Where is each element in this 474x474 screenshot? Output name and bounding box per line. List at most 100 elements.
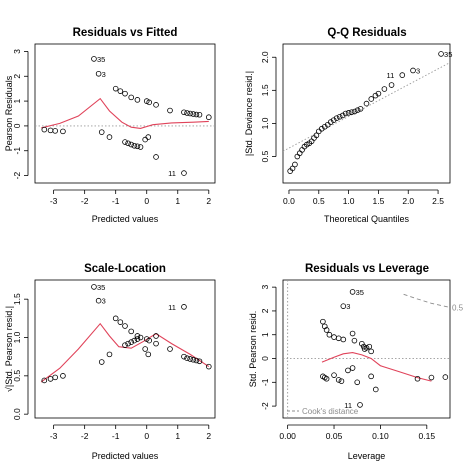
residuals-vs-fitted-point (134, 143, 141, 150)
residuals-vs-fitted-point (122, 90, 128, 97)
residuals-vs-fitted-point (153, 154, 159, 160)
residuals-vs-fitted-point (190, 111, 197, 117)
qq-residuals-x-tick-label: 0.5 (313, 196, 325, 206)
residuals-vs-leverage-point (349, 330, 356, 337)
qq-residuals-frame (282, 43, 451, 184)
scale-location-y-tick-label: 1.0 (12, 331, 22, 343)
residuals-vs-leverage-title: Residuals vs Leverage (305, 263, 429, 275)
residuals-vs-leverage-point (368, 348, 374, 355)
scale-location-point (187, 356, 193, 362)
scale-location-point (41, 377, 48, 384)
residuals-vs-leverage-x-tick-label: 0.05 (326, 431, 343, 441)
qq-residuals-panel: Q-Q Residuals Theoretical Quantiles |Std. … (244, 27, 452, 224)
residuals-vs-fitted-point (196, 111, 203, 118)
qq-residuals-x-tick-label: 1.0 (343, 196, 355, 206)
residuals-vs-fitted-x-tick-label: -3 (50, 196, 58, 206)
residuals-vs-fitted-point (122, 139, 128, 145)
scale-location-point (98, 359, 105, 365)
residuals-vs-leverage-point (372, 386, 379, 393)
residuals-vs-fitted-point (98, 129, 105, 135)
residuals-vs-fitted-point-label: 35 (97, 55, 105, 64)
residuals-vs-fitted-y-tick-label: 1 (12, 98, 22, 103)
scale-location-point-label: 3 (102, 297, 106, 306)
residuals-vs-leverage-cook-contour-label: 0.5 (452, 303, 464, 312)
scale-location-x-tick-label: 1 (175, 431, 180, 441)
residuals-vs-leverage-point (323, 327, 330, 333)
qq-residuals-reference-line (283, 62, 450, 152)
scale-location-point-label: 35 (97, 283, 105, 292)
scale-location-point (205, 363, 212, 370)
qq-residuals-title: Q-Q Residuals (327, 27, 406, 39)
residuals-vs-fitted-point (91, 56, 97, 62)
residuals-vs-leverage-point (323, 375, 330, 382)
residuals-vs-leverage-point (331, 372, 337, 378)
residuals-vs-leverage-point (366, 343, 373, 350)
residuals-vs-leverage-frame (282, 279, 451, 419)
residuals-vs-leverage-point (357, 402, 363, 408)
residuals-vs-leverage-point (368, 373, 374, 380)
scale-location-point (52, 374, 58, 381)
residuals-vs-leverage-point (338, 378, 345, 384)
qq-residuals-point-label: 3 (416, 66, 420, 75)
scale-location-frame (34, 279, 216, 419)
residuals-vs-fitted-y-tick-label: -2 (12, 172, 22, 180)
qq-residuals-point (292, 161, 298, 168)
residuals-vs-fitted-point (47, 127, 54, 134)
residuals-vs-fitted-y-axis-label: Pearson Residuals (4, 75, 14, 151)
qq-residuals-point (299, 147, 305, 153)
scale-location-point (145, 351, 152, 358)
residuals-vs-leverage-point-label: 35 (356, 288, 364, 297)
residuals-vs-leverage-y-tick-label: 1 (260, 332, 270, 337)
residuals-vs-leverage-x-tick-label: 0.10 (372, 431, 389, 441)
qq-residuals-point (363, 100, 370, 107)
scale-location-point (106, 351, 113, 358)
scale-location-y-tick-label: 0.5 (12, 370, 22, 382)
residuals-vs-leverage-point (331, 334, 337, 340)
scale-location-point (128, 328, 135, 335)
qq-residuals-point (333, 115, 340, 121)
residuals-vs-fitted-title: Residuals vs Fitted (73, 27, 178, 39)
residuals-vs-fitted-smooth-line (41, 97, 209, 129)
scale-location-x-tick-label: 2 (206, 431, 211, 441)
scale-location-point (122, 323, 128, 329)
scale-location-y-tick-label: 0.0 (12, 408, 22, 420)
residuals-vs-fitted-point (205, 114, 212, 121)
scale-location-point (47, 376, 54, 382)
residuals-vs-leverage-point (345, 367, 351, 374)
qq-residuals-y-tick-label: 2.0 (260, 51, 270, 63)
residuals-vs-leverage-point-label: 11 (344, 401, 352, 410)
qq-residuals-y-tick-label: 0.5 (260, 150, 270, 162)
residuals-vs-fitted-point (193, 111, 200, 118)
qq-residuals-y-axis-label: |Std. Deviance resid.| (244, 71, 254, 156)
qq-residuals-point (438, 51, 444, 57)
qq-residuals-point (381, 86, 388, 92)
qq-residuals-y-tick-label: 1.5 (260, 84, 270, 96)
residuals-vs-fitted-plot-area (35, 56, 215, 176)
scale-location-point (142, 346, 148, 352)
scale-location-x-tick-label: -3 (50, 431, 58, 441)
residuals-vs-fitted-point (117, 88, 124, 94)
residuals-vs-leverage-cook-legend-label: Cook's distance (302, 407, 359, 416)
qq-residuals-x-tick-label: 2.0 (402, 196, 414, 206)
residuals-vs-leverage-point (354, 379, 361, 386)
scale-location-point (95, 297, 102, 304)
scale-location-point (91, 284, 97, 290)
qq-residuals-point (351, 108, 358, 115)
residuals-vs-leverage-point (359, 340, 365, 347)
residuals-vs-fitted-y-tick-label: 0 (12, 123, 22, 128)
residuals-vs-fitted-panel: Residuals vs Fitted Predicted values Pears… (4, 27, 216, 224)
qq-residuals-x-tick-label: 1.5 (373, 196, 385, 206)
scale-location-point (190, 356, 197, 363)
scale-location-point (134, 336, 141, 342)
residuals-vs-fitted-point (95, 70, 102, 77)
residuals-vs-leverage-cook-contour (403, 293, 450, 308)
qq-residuals-point (336, 114, 343, 120)
qq-residuals-x-axis-label: Theoretical Quantiles (324, 214, 410, 224)
scale-location-point (134, 333, 141, 339)
scale-location-point (184, 355, 190, 362)
residuals-vs-fitted-point (52, 128, 58, 134)
residuals-vs-leverage-plot-area (283, 280, 450, 418)
qq-residuals-point (375, 90, 382, 97)
qq-residuals-point-label: 11 (386, 71, 394, 80)
